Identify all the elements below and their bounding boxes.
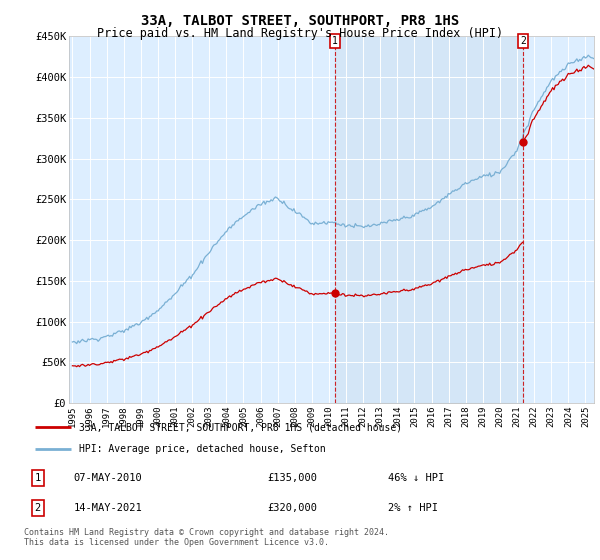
- Text: 2: 2: [35, 503, 41, 513]
- Text: £135,000: £135,000: [267, 473, 317, 483]
- Text: HPI: Average price, detached house, Sefton: HPI: Average price, detached house, Seft…: [79, 444, 326, 454]
- Text: 2: 2: [520, 36, 526, 46]
- Text: 14-MAY-2021: 14-MAY-2021: [74, 503, 142, 513]
- Text: Contains HM Land Registry data © Crown copyright and database right 2024.
This d: Contains HM Land Registry data © Crown c…: [24, 528, 389, 547]
- Text: 46% ↓ HPI: 46% ↓ HPI: [388, 473, 445, 483]
- Text: 33A, TALBOT STREET, SOUTHPORT, PR8 1HS (detached house): 33A, TALBOT STREET, SOUTHPORT, PR8 1HS (…: [79, 422, 403, 432]
- Text: £320,000: £320,000: [267, 503, 317, 513]
- Text: 2% ↑ HPI: 2% ↑ HPI: [388, 503, 439, 513]
- Text: 33A, TALBOT STREET, SOUTHPORT, PR8 1HS: 33A, TALBOT STREET, SOUTHPORT, PR8 1HS: [141, 14, 459, 28]
- Text: Price paid vs. HM Land Registry's House Price Index (HPI): Price paid vs. HM Land Registry's House …: [97, 27, 503, 40]
- Text: 07-MAY-2010: 07-MAY-2010: [74, 473, 142, 483]
- Text: 1: 1: [332, 36, 338, 46]
- Text: 1: 1: [35, 473, 41, 483]
